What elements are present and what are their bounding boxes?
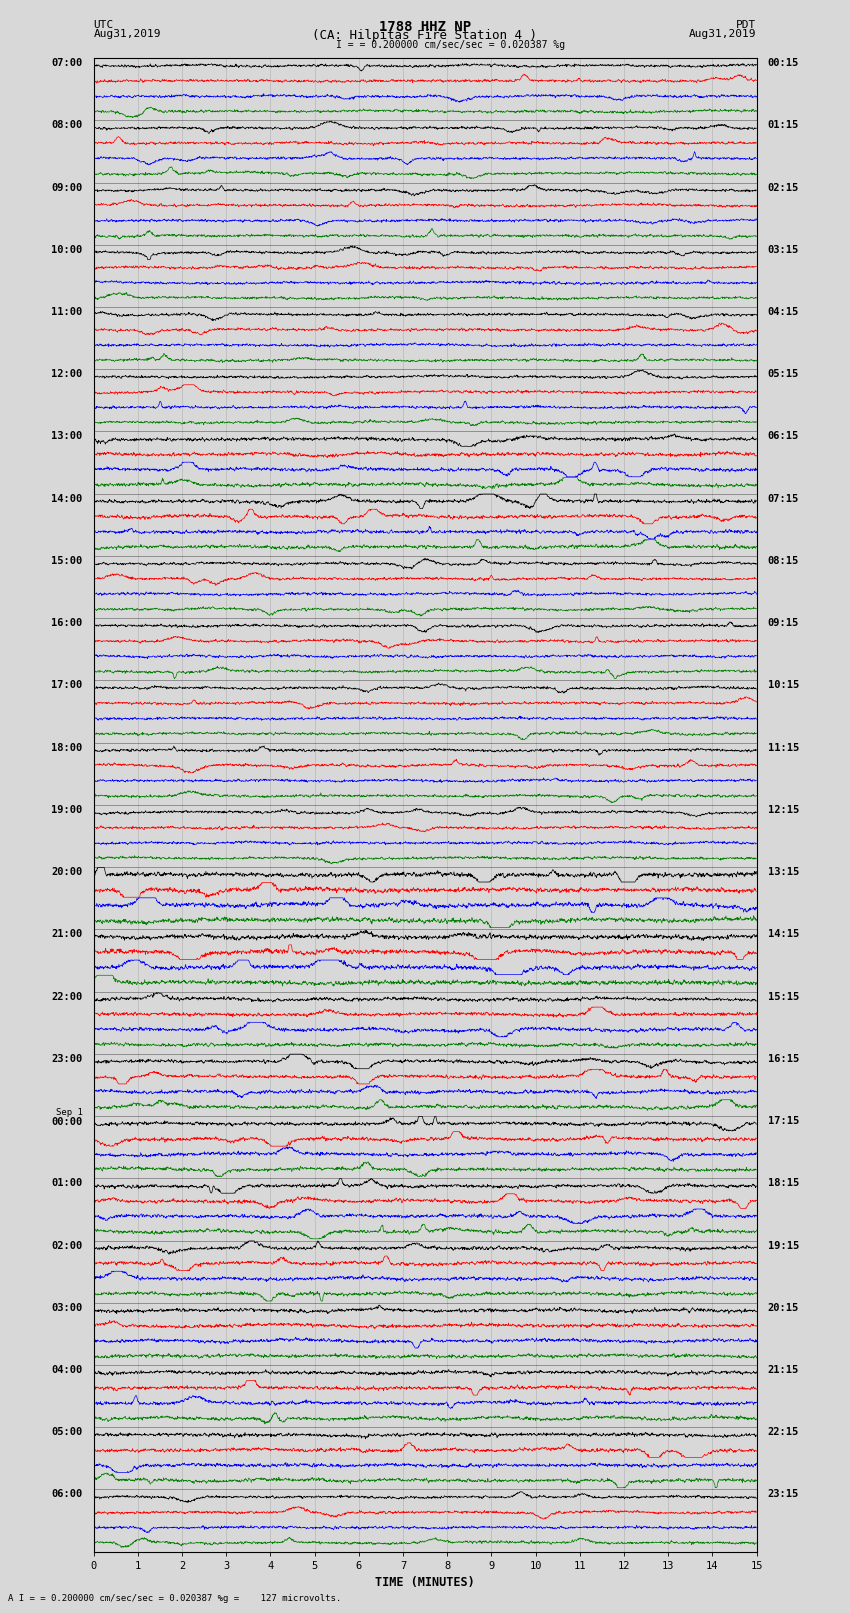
Text: 13:15: 13:15 xyxy=(768,868,799,877)
Text: 20:15: 20:15 xyxy=(768,1303,799,1313)
Text: 21:15: 21:15 xyxy=(768,1365,799,1374)
Text: 22:15: 22:15 xyxy=(768,1428,799,1437)
Text: 06:00: 06:00 xyxy=(51,1489,82,1500)
Text: 10:00: 10:00 xyxy=(51,245,82,255)
Text: PDT: PDT xyxy=(736,19,756,31)
Text: (CA: Hilpitas Fire Station 4 ): (CA: Hilpitas Fire Station 4 ) xyxy=(313,29,537,42)
Text: 06:15: 06:15 xyxy=(768,431,799,442)
Text: 05:00: 05:00 xyxy=(51,1428,82,1437)
Text: 20:00: 20:00 xyxy=(51,868,82,877)
Text: 08:00: 08:00 xyxy=(51,121,82,131)
Text: 22:00: 22:00 xyxy=(51,992,82,1002)
Text: Aug31,2019: Aug31,2019 xyxy=(94,29,161,39)
Text: 07:00: 07:00 xyxy=(51,58,82,68)
Text: 1788 HHZ NP: 1788 HHZ NP xyxy=(379,19,471,34)
Text: 16:15: 16:15 xyxy=(768,1053,799,1065)
Text: UTC: UTC xyxy=(94,19,114,31)
Text: 14:00: 14:00 xyxy=(51,494,82,503)
Text: 11:15: 11:15 xyxy=(768,742,799,753)
Text: 09:00: 09:00 xyxy=(51,182,82,192)
Text: 15:15: 15:15 xyxy=(768,992,799,1002)
Text: A I = = 0.200000 cm/sec/sec = 0.020387 %g =    127 microvolts.: A I = = 0.200000 cm/sec/sec = 0.020387 %… xyxy=(8,1594,342,1603)
Text: 18:15: 18:15 xyxy=(768,1177,799,1189)
Text: 04:00: 04:00 xyxy=(51,1365,82,1374)
Text: 12:15: 12:15 xyxy=(768,805,799,815)
Text: 02:00: 02:00 xyxy=(51,1240,82,1250)
Text: 09:15: 09:15 xyxy=(768,618,799,627)
Text: 05:15: 05:15 xyxy=(768,369,799,379)
Text: 00:00: 00:00 xyxy=(51,1116,82,1127)
Text: 01:15: 01:15 xyxy=(768,121,799,131)
Text: 17:15: 17:15 xyxy=(768,1116,799,1126)
Text: 04:15: 04:15 xyxy=(768,306,799,318)
Text: 23:15: 23:15 xyxy=(768,1489,799,1500)
Text: 13:00: 13:00 xyxy=(51,431,82,442)
Text: 21:00: 21:00 xyxy=(51,929,82,939)
Text: 08:15: 08:15 xyxy=(768,556,799,566)
Text: 23:00: 23:00 xyxy=(51,1053,82,1065)
Text: 16:00: 16:00 xyxy=(51,618,82,627)
Text: 19:15: 19:15 xyxy=(768,1240,799,1250)
Text: 18:00: 18:00 xyxy=(51,742,82,753)
Text: 07:15: 07:15 xyxy=(768,494,799,503)
Text: 00:15: 00:15 xyxy=(768,58,799,68)
Text: 02:15: 02:15 xyxy=(768,182,799,192)
Text: 03:15: 03:15 xyxy=(768,245,799,255)
Text: 14:15: 14:15 xyxy=(768,929,799,939)
Text: 03:00: 03:00 xyxy=(51,1303,82,1313)
Text: Sep 1: Sep 1 xyxy=(55,1108,82,1116)
Text: 12:00: 12:00 xyxy=(51,369,82,379)
Text: 10:15: 10:15 xyxy=(768,681,799,690)
Text: 17:00: 17:00 xyxy=(51,681,82,690)
Text: 15:00: 15:00 xyxy=(51,556,82,566)
Text: 01:00: 01:00 xyxy=(51,1177,82,1189)
X-axis label: TIME (MINUTES): TIME (MINUTES) xyxy=(375,1576,475,1589)
Text: 19:00: 19:00 xyxy=(51,805,82,815)
Text: Aug31,2019: Aug31,2019 xyxy=(689,29,756,39)
Text: 11:00: 11:00 xyxy=(51,306,82,318)
Text: I = = 0.200000 cm/sec/sec = 0.020387 %g: I = = 0.200000 cm/sec/sec = 0.020387 %g xyxy=(336,40,565,50)
